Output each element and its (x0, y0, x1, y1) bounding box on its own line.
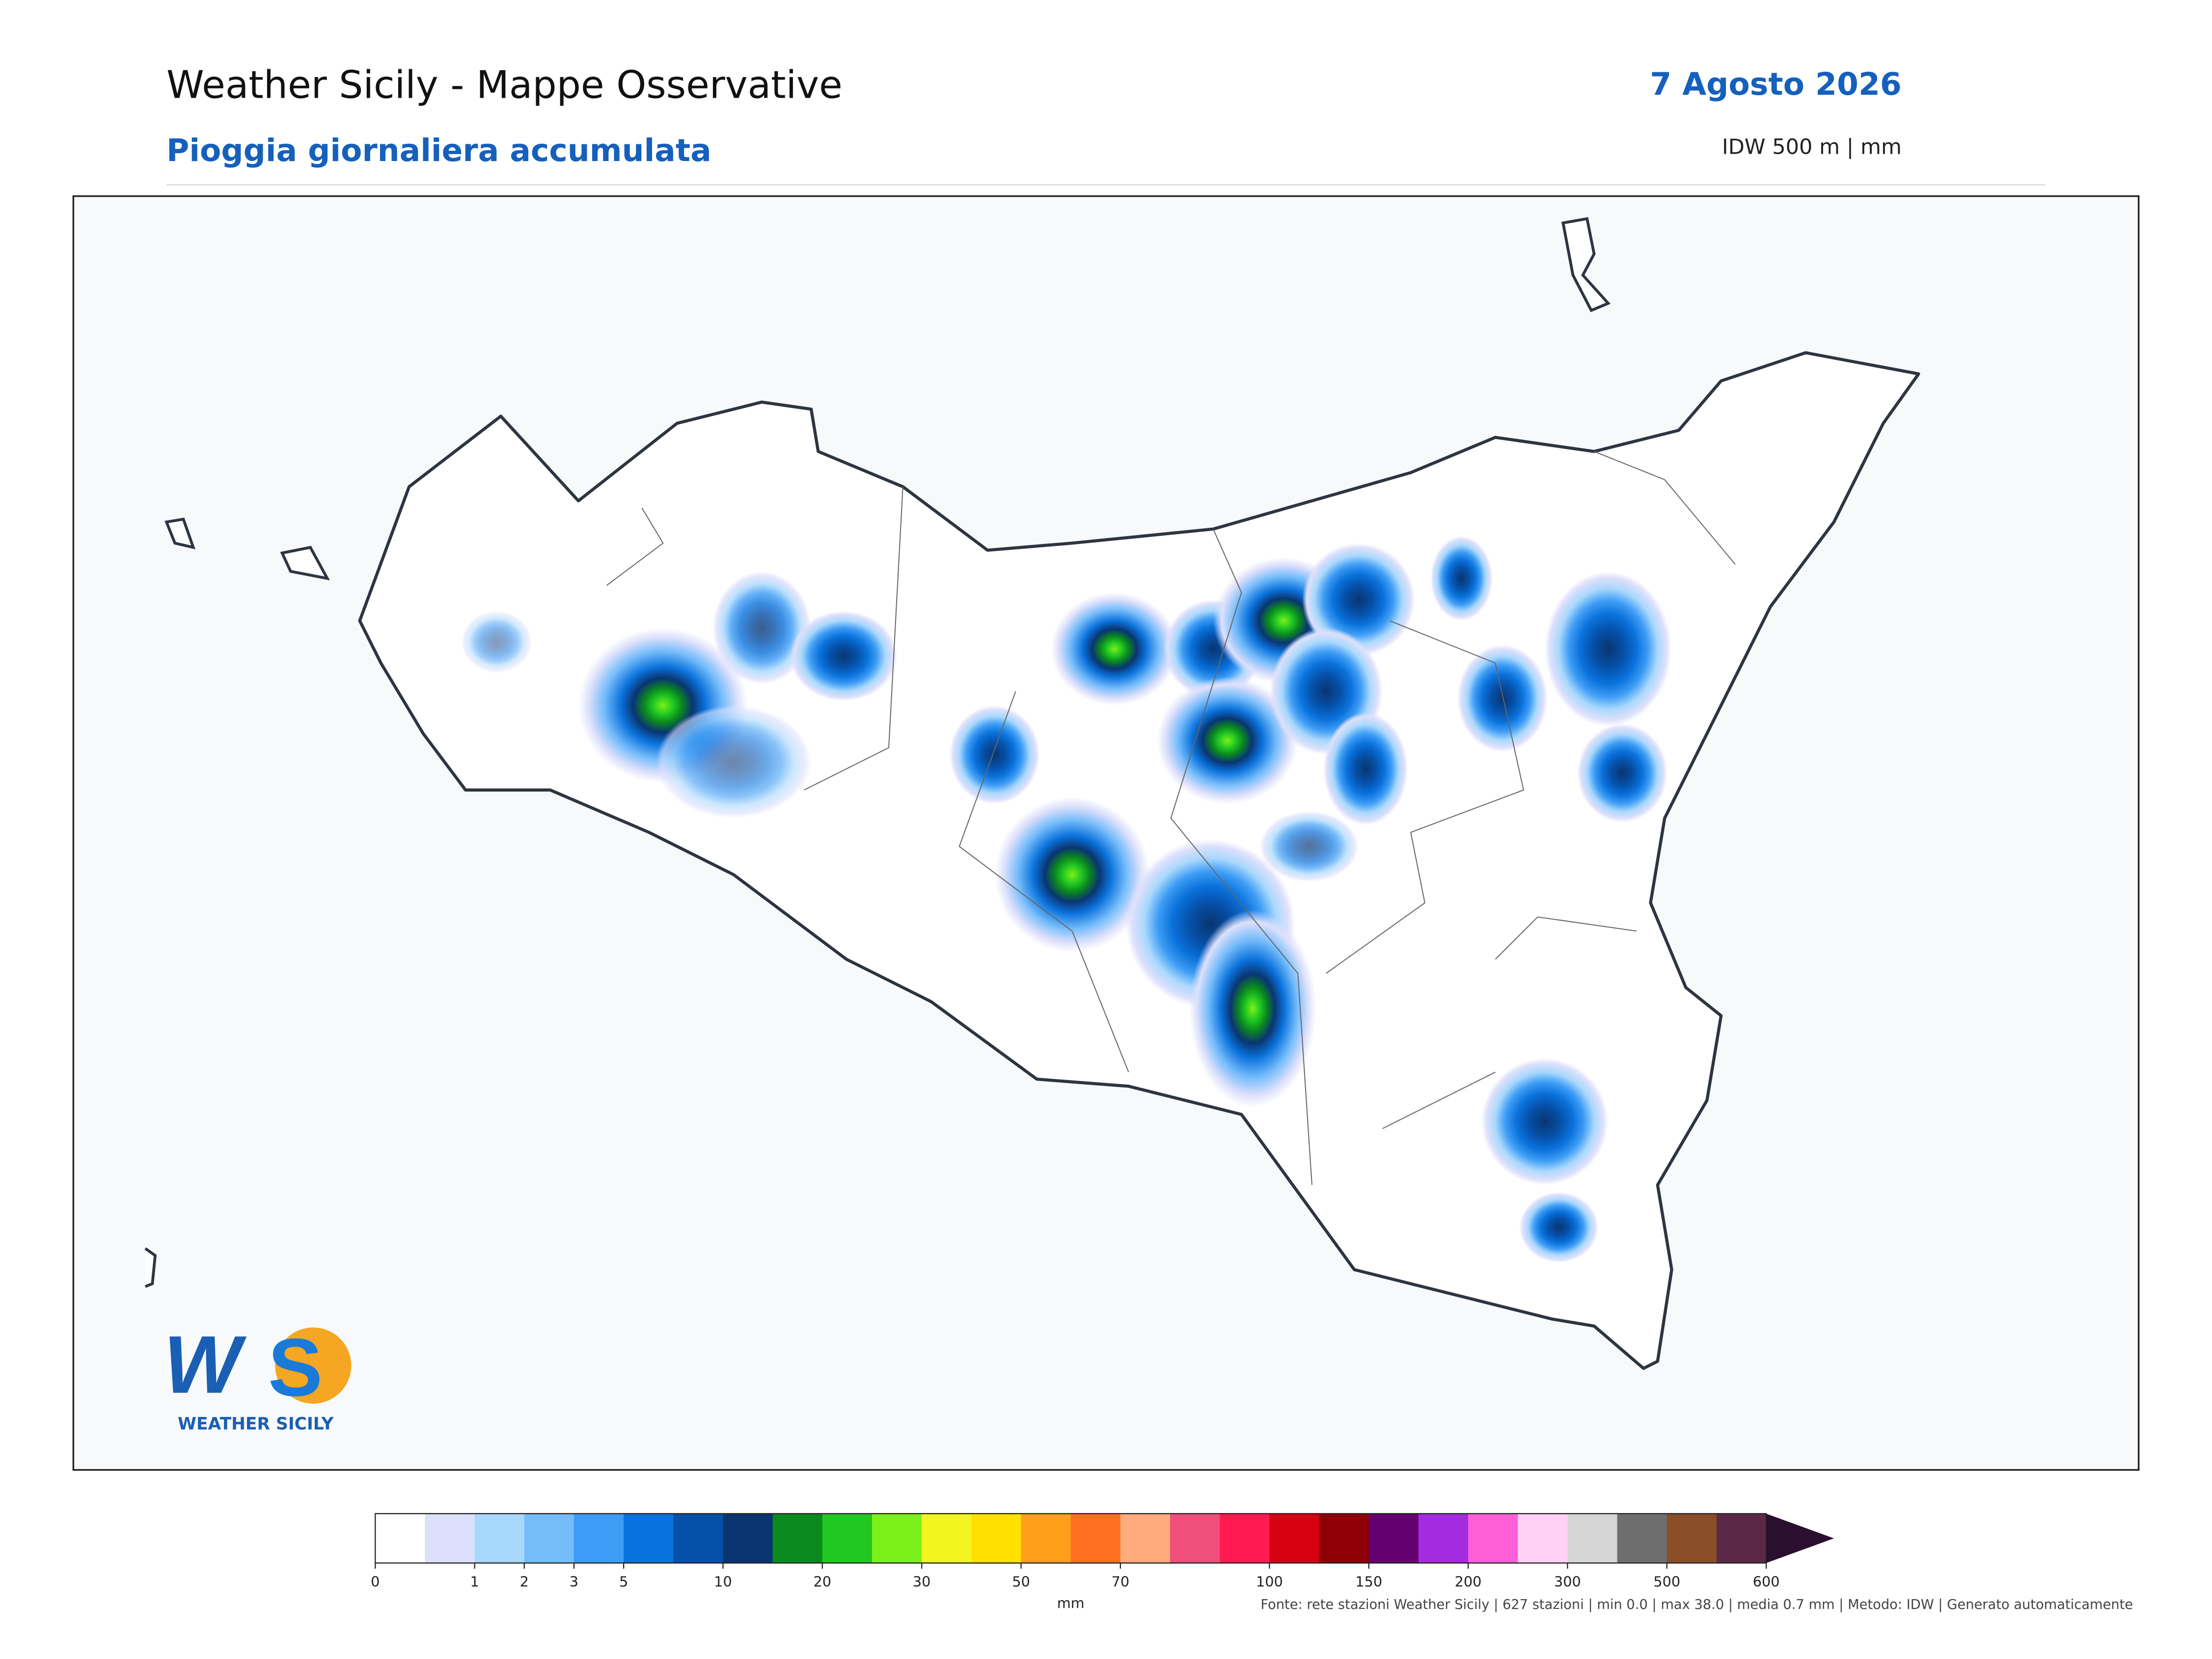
colorbar-segment (1716, 1513, 1767, 1563)
colorbar: 0 1 2 3 5 10 20 30 50 70 100 150 200 300 500 600 (371, 1513, 1834, 1590)
rain-area (461, 611, 532, 673)
colorbar-tick-label: 500 (1653, 1574, 1680, 1590)
colorbar-tick-label: 2 (520, 1574, 529, 1590)
colorbar-tick-label: 0 (371, 1574, 380, 1590)
colorbar-tick-label: 100 (1256, 1574, 1283, 1590)
colorbar-segment (971, 1513, 1022, 1563)
colorbar-segment (1269, 1513, 1320, 1563)
island (144, 217, 1920, 1370)
colorbar-segment (772, 1513, 823, 1563)
colorbar-tick-label: 3 (570, 1574, 578, 1590)
colorbar-segment (922, 1513, 972, 1563)
colorbar-segment (1418, 1513, 1469, 1563)
colorbar-tick-label: 20 (814, 1574, 832, 1590)
colorbar-segment (1518, 1513, 1568, 1563)
title: Weather Sicily - Mappe Osservative (166, 63, 843, 108)
rain-area (1189, 910, 1316, 1108)
rain-field (461, 536, 1672, 1263)
colorbar-tick-label: 150 (1355, 1574, 1382, 1590)
colorbar-segment (1021, 1513, 1071, 1563)
rain-area (1051, 592, 1178, 706)
rain-area (1302, 543, 1415, 656)
colorbar-segment (1170, 1513, 1221, 1563)
logo-sun (275, 1327, 352, 1404)
minor-islands (144, 217, 1611, 1288)
colorbar-segment (1468, 1513, 1519, 1563)
colorbar-segment (425, 1513, 475, 1563)
rain-area (994, 797, 1150, 952)
rain-area (1481, 1058, 1609, 1185)
colorbar-segment (375, 1513, 426, 1563)
method: IDW 500 m | mm (1722, 135, 1902, 159)
rain-area (712, 571, 812, 684)
colorbar-segment (1368, 1513, 1419, 1563)
rain-area (1577, 724, 1667, 823)
colorbar-segment (524, 1513, 574, 1563)
colorbar-segment (1220, 1513, 1270, 1563)
colorbar-tick-label: 50 (1012, 1574, 1030, 1590)
colorbar-tick-label: 600 (1753, 1574, 1780, 1590)
colorbar-extend (1766, 1513, 1834, 1563)
colorbar-segment (1120, 1513, 1171, 1563)
colorbar-unit: mm (1057, 1595, 1085, 1611)
colorbar-tick-label: 10 (714, 1574, 732, 1590)
colorbar-segment (1567, 1513, 1618, 1563)
colorbar-outline (375, 1513, 1767, 1564)
colorbar-segment (474, 1513, 525, 1563)
date: 7 Agosto 2026 (1650, 66, 1902, 102)
colorbar-tick-label: 300 (1554, 1574, 1581, 1590)
footer-source: Fonte: rete stazioni Weather Sicily | 62… (1260, 1597, 2133, 1612)
rain-area (1457, 645, 1548, 752)
colorbar-segment (1617, 1513, 1667, 1563)
rain-area (655, 705, 812, 818)
logo-mark: S (268, 1322, 323, 1414)
province-borders (606, 451, 1736, 1185)
colorbar-tick-label: 5 (619, 1574, 628, 1590)
colorbar-segment (573, 1513, 624, 1563)
colorbar-segment (1319, 1513, 1369, 1563)
rain-area (790, 611, 898, 702)
colorbar-tick-label: 30 (913, 1574, 931, 1590)
logo-text: WEATHER SICILY (178, 1414, 334, 1434)
rain-area (1545, 571, 1672, 727)
rain-area (1156, 677, 1298, 804)
colorbar-tick-label: 200 (1455, 1574, 1482, 1590)
rain-area (1430, 536, 1493, 621)
colorbar-tick-label: 1 (470, 1574, 479, 1590)
logo-mark: W (164, 1319, 247, 1411)
rain-area (1519, 1192, 1599, 1263)
subtitle: Pioggia giornaliera accumulata (166, 132, 711, 168)
colorbar-segment (624, 1513, 674, 1563)
colorbar-segment (872, 1513, 923, 1563)
rain-area (949, 705, 1040, 804)
colorbar-segment (673, 1513, 724, 1563)
colorbar-segment (1070, 1513, 1121, 1563)
colorbar-segment (1666, 1513, 1717, 1563)
rain-area (1259, 811, 1359, 882)
colorbar-segment (822, 1513, 873, 1563)
colorbar-segment (723, 1513, 773, 1563)
logo: W S WEATHER SICILY (164, 1319, 352, 1434)
colorbar-tick-label: 70 (1112, 1574, 1130, 1590)
rain-area (1323, 712, 1408, 825)
